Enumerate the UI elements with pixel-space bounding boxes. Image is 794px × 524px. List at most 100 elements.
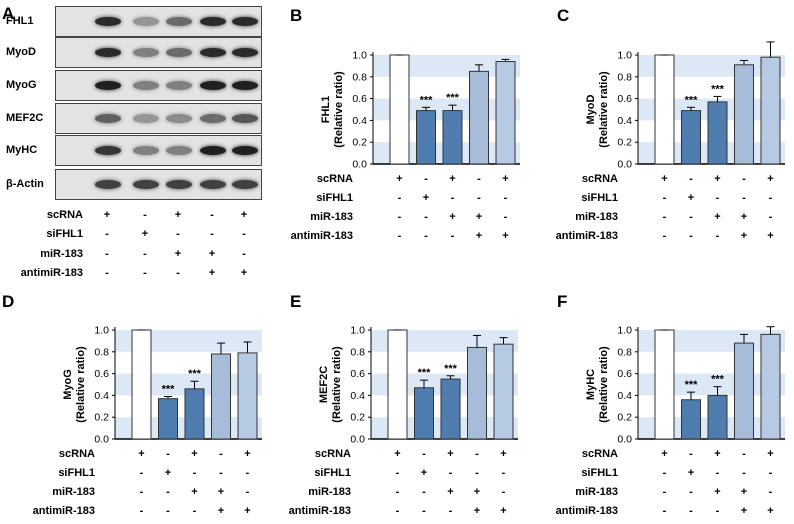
condition-sign: - [475, 467, 479, 479]
blot-band [95, 180, 121, 189]
y-tick-label: 0.2 [617, 412, 632, 424]
condition-sign: - [689, 448, 693, 460]
significance-label: *** [420, 94, 434, 106]
blot-strip [55, 169, 262, 200]
condition-sign: - [422, 448, 426, 460]
condition-sign: + [767, 230, 774, 242]
y-tick-label: 0.8 [617, 346, 632, 358]
y-tick-label: 0.8 [94, 346, 109, 358]
condition-sign: + [240, 209, 248, 221]
condition-sign: - [768, 467, 773, 479]
blot-band [200, 146, 226, 155]
significance-label: *** [685, 379, 699, 391]
condition-sign: - [715, 192, 720, 204]
condition-sign: - [662, 192, 667, 204]
condition-sign: - [503, 192, 508, 204]
y-tick-label: 0.4 [617, 115, 632, 127]
condition-sign: - [477, 173, 481, 185]
condition-sign: - [139, 486, 144, 498]
blot-strip [55, 6, 262, 37]
condition-sign: - [477, 192, 481, 204]
condition-sign: + [447, 448, 454, 460]
panel-letter: E [290, 292, 302, 311]
y-axis-label: (Relative ratio) [75, 346, 87, 423]
condition-sign: + [174, 248, 182, 260]
condition-label: miR-183 [575, 486, 618, 498]
blot-band [166, 81, 192, 90]
condition-sign: - [768, 486, 773, 498]
y-tick-label: 0.8 [617, 71, 632, 83]
y-tick-label: 0.2 [352, 137, 367, 149]
condition-sign: + [714, 486, 721, 498]
condition-sign: - [715, 505, 720, 517]
y-tick-label: 1.0 [94, 325, 109, 337]
condition-sign: - [105, 248, 109, 260]
panel-letter-a: A [2, 4, 15, 23]
condition-sign: - [210, 228, 214, 240]
condition-sign: - [166, 448, 170, 460]
y-tick-label: 0.0 [617, 159, 632, 171]
significance-label: *** [711, 374, 725, 386]
blot-band [232, 146, 258, 155]
y-tick-label: 1.0 [352, 50, 367, 62]
significance-label: *** [444, 363, 458, 375]
condition-sign: - [768, 211, 773, 223]
blot-label: β-Actin [6, 178, 44, 190]
condition-sign: - [176, 267, 180, 279]
condition-sign: - [501, 467, 506, 479]
y-tick-label: 0.6 [352, 93, 367, 105]
blot-band [200, 48, 226, 57]
condition-sign: - [715, 467, 720, 479]
significance-label: *** [711, 83, 725, 95]
condition-sign: - [715, 230, 720, 242]
blot-label: MyoG [6, 79, 37, 91]
condition-sign: - [422, 505, 426, 517]
condition-sign: - [424, 230, 428, 242]
blot-band [166, 17, 192, 26]
y-tick-label: 0.4 [350, 390, 365, 402]
condition-sign: + [244, 505, 251, 517]
condition-label: miR-183 [310, 211, 353, 223]
y-tick-label: 0.6 [350, 368, 365, 380]
condition-sign: - [143, 209, 147, 221]
condition-label: siFHL1 [581, 192, 618, 204]
bar [760, 333, 781, 440]
condition-sign: + [240, 267, 248, 279]
blot-strip [55, 103, 262, 134]
condition-sign: + [191, 486, 198, 498]
y-tick-label: 0.4 [94, 390, 109, 402]
condition-sign: - [742, 467, 746, 479]
blot-strip [55, 37, 262, 68]
condition-sign: + [174, 209, 182, 221]
bar [707, 394, 728, 440]
condition-sign: - [219, 448, 223, 460]
condition-sign: + [475, 211, 483, 223]
condition-sign: - [424, 173, 428, 185]
blot-band [200, 180, 226, 189]
blot-band [95, 17, 121, 26]
condition-sign: + [473, 505, 481, 517]
y-axis-label: MyHC [585, 369, 597, 400]
condition-label: miR-183 [40, 248, 83, 260]
blot-band [166, 146, 192, 155]
condition-label: miR-183 [52, 486, 95, 498]
condition-sign: + [714, 211, 721, 223]
condition-sign: - [176, 228, 180, 240]
y-tick-label: 0.2 [617, 137, 632, 149]
blot-band [200, 17, 226, 26]
condition-sign: + [740, 211, 748, 223]
blot-band [133, 180, 159, 189]
y-tick-label: 0.4 [352, 115, 367, 127]
condition-label: siFHL1 [58, 467, 95, 479]
blot-band [232, 17, 258, 26]
panel-letter: B [290, 6, 303, 25]
condition-sign: + [208, 267, 216, 279]
condition-sign: - [245, 486, 250, 498]
condition-sign: + [687, 192, 695, 204]
y-tick-label: 0.8 [350, 346, 365, 358]
blot-label: FHL1 [6, 15, 34, 27]
y-tick-label: 1.0 [350, 325, 365, 337]
condition-sign: + [217, 505, 225, 517]
